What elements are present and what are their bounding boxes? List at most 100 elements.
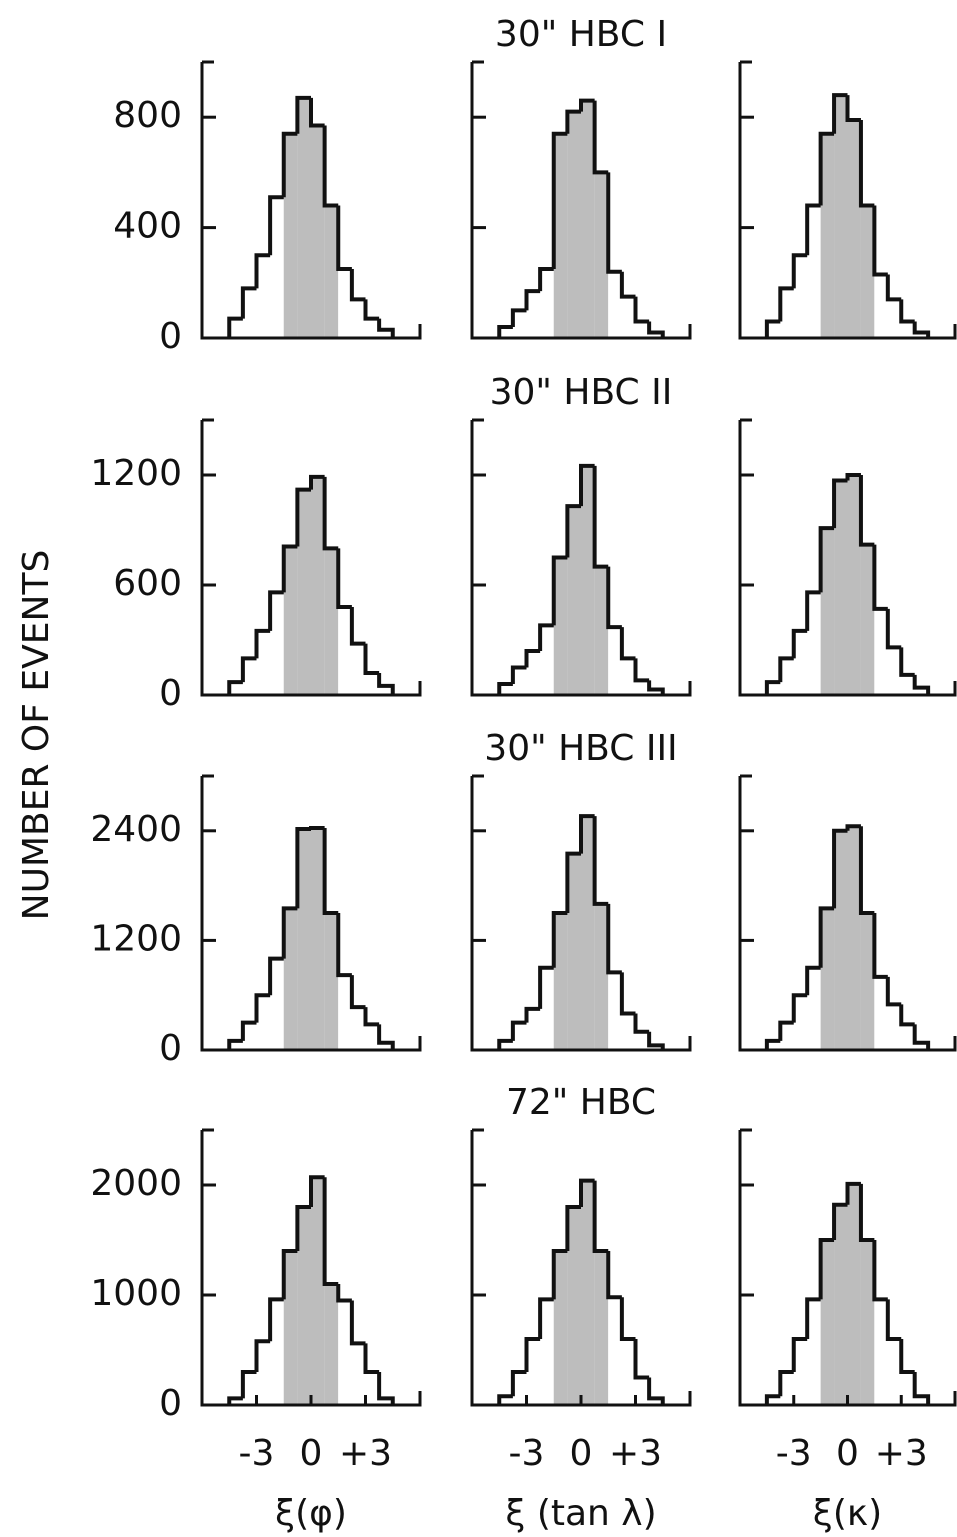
- bar: [621, 658, 636, 695]
- bar-outline: [524, 289, 541, 311]
- bar: [914, 687, 929, 695]
- bar: [379, 1398, 393, 1405]
- bar: [526, 291, 541, 338]
- bar: [297, 489, 311, 695]
- bar: [635, 1377, 650, 1405]
- bar: [793, 995, 808, 1050]
- bar: [847, 475, 861, 695]
- bar: [887, 299, 902, 338]
- x-tick-label: +3: [339, 1433, 392, 1474]
- bar: [820, 133, 835, 338]
- bar-outline: [633, 1013, 650, 1034]
- bar: [338, 1300, 352, 1405]
- bar-outline: [268, 1297, 284, 1342]
- axis-line: [200, 62, 422, 340]
- bar: [860, 1240, 875, 1405]
- bar: [553, 1251, 568, 1405]
- bar: [914, 1042, 929, 1050]
- y-tick-label: 2400: [90, 809, 182, 850]
- bar-outline: [619, 972, 636, 1016]
- bar-outline: [363, 1007, 380, 1027]
- bar-outline: [778, 656, 794, 683]
- bar-outline: [885, 1299, 902, 1341]
- bar-outline: [778, 286, 794, 322]
- bar-outline: [912, 1372, 931, 1405]
- bar-outline: [805, 590, 821, 631]
- bar-outline: [268, 590, 284, 631]
- bar: [847, 119, 861, 339]
- bar-outline: [538, 965, 554, 1009]
- bar: [807, 1299, 821, 1405]
- bar-outline: [551, 555, 568, 626]
- bar-outline: [309, 1175, 325, 1207]
- axis-line: [738, 420, 957, 697]
- bar-outline: [845, 95, 861, 122]
- bar-outline: [254, 1339, 271, 1372]
- bar: [807, 592, 821, 695]
- bar-outline: [227, 1038, 243, 1050]
- bar-outline: [377, 1024, 395, 1050]
- bar-outline: [633, 296, 650, 324]
- bar-outline: [647, 1377, 665, 1405]
- bar: [379, 685, 393, 695]
- bar: [553, 133, 568, 338]
- bar-outline: [872, 913, 888, 979]
- bar-outline: [872, 205, 888, 277]
- bar-outline: [363, 643, 380, 675]
- bar: [512, 1022, 527, 1050]
- bar: [379, 1042, 393, 1050]
- bar-outline: [349, 1300, 366, 1346]
- bar-outline: [565, 109, 581, 134]
- y-tick-label: 400: [113, 206, 182, 247]
- bar: [270, 1299, 284, 1405]
- bar: [283, 1251, 298, 1405]
- bar-outline: [363, 1343, 380, 1374]
- bar: [365, 1372, 380, 1405]
- bar-outline: [899, 1339, 915, 1374]
- bar-outline: [818, 1238, 835, 1300]
- bar-outline: [872, 544, 888, 611]
- bar: [649, 1398, 663, 1405]
- bar: [860, 205, 875, 338]
- bar: [242, 1372, 257, 1405]
- bar-outline: [281, 1249, 298, 1300]
- bar: [567, 111, 581, 339]
- x-axis-label: ξ (tan λ): [505, 1493, 656, 1534]
- bar-outline: [497, 1038, 513, 1050]
- bar: [324, 1284, 339, 1405]
- bar-outline: [551, 911, 568, 968]
- bar-outline: [497, 1394, 513, 1405]
- bar-outline: [818, 906, 835, 968]
- y-tick-label: 0: [159, 316, 182, 357]
- bar-outline: [268, 956, 284, 996]
- bar-outline: [606, 1251, 622, 1300]
- bar-outline: [778, 1370, 794, 1397]
- bar: [621, 1013, 636, 1050]
- bar-outline: [565, 504, 581, 558]
- bar: [820, 528, 835, 695]
- bar-outline: [858, 119, 875, 208]
- bar-outline: [619, 271, 636, 299]
- bar-outline: [295, 487, 311, 547]
- bar-outline: [764, 1394, 781, 1405]
- bar: [283, 546, 298, 695]
- bar: [649, 332, 663, 338]
- bar: [847, 826, 861, 1050]
- bar-outline: [912, 674, 931, 695]
- bar: [270, 592, 284, 695]
- bar-outline: [524, 1006, 541, 1023]
- bar: [526, 1008, 541, 1050]
- bar-outline: [336, 1284, 352, 1303]
- bar-outline: [538, 267, 554, 292]
- bar: [834, 830, 848, 1050]
- bar: [793, 630, 808, 695]
- bar: [807, 205, 821, 338]
- bar-outline: [281, 544, 298, 593]
- bar-outline: [633, 658, 650, 683]
- bar-outline: [791, 993, 808, 1023]
- bar-outline: [845, 1181, 861, 1205]
- bar-outline: [791, 628, 808, 659]
- bar-outline: [240, 1020, 257, 1041]
- bar-outline: [524, 1337, 541, 1372]
- bar-outline: [551, 1249, 568, 1300]
